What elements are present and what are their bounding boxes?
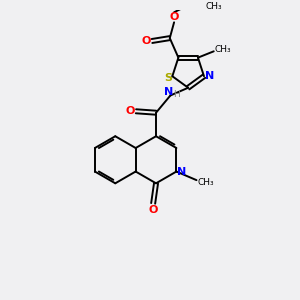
Text: N: N	[177, 167, 186, 176]
Text: N: N	[205, 71, 214, 81]
Text: S: S	[164, 73, 172, 83]
Text: CH₃: CH₃	[206, 2, 223, 11]
Text: O: O	[148, 205, 158, 215]
Text: O: O	[169, 12, 179, 22]
Text: O: O	[125, 106, 135, 116]
Text: CH₃: CH₃	[197, 178, 214, 187]
Text: CH₃: CH₃	[214, 45, 231, 54]
Text: N: N	[164, 87, 174, 97]
Text: O: O	[142, 36, 151, 46]
Text: H: H	[173, 90, 180, 99]
